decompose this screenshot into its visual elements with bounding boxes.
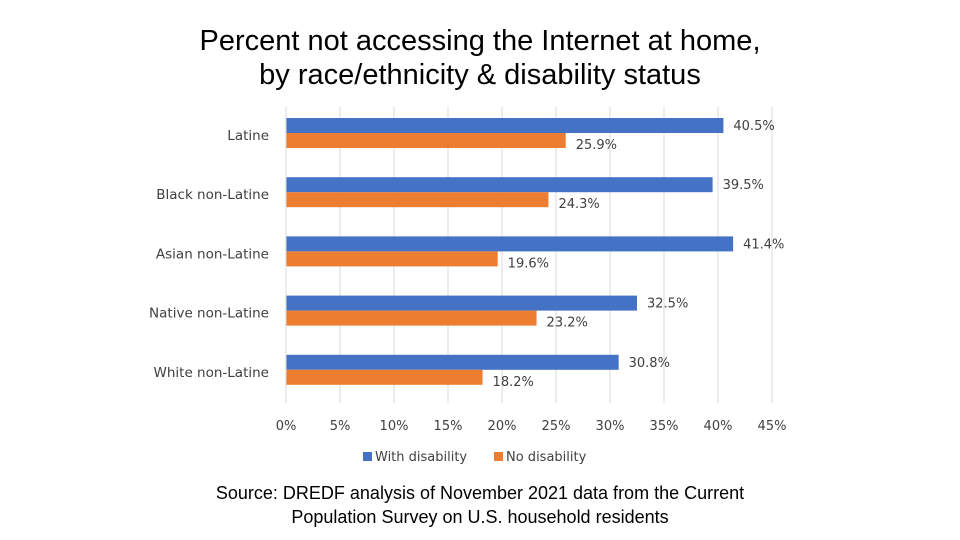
category-label: White non-Latine — [154, 365, 270, 381]
data-label: 23.2% — [547, 316, 588, 331]
bar-no-disability — [286, 192, 549, 208]
data-label: 30.8% — [629, 356, 670, 371]
chart-title-line-2: by race/ethnicity & disability status — [259, 59, 701, 91]
category-label: Asian non-Latine — [156, 246, 269, 262]
category-label: Black non-Latine — [156, 187, 269, 203]
source-line-2: Population Survey on U.S. household resi… — [291, 507, 669, 527]
bar-no-disability — [286, 133, 566, 148]
data-label: 41.4% — [743, 237, 784, 252]
bar-with-disability — [286, 236, 734, 252]
x-tick-label: 20% — [488, 419, 517, 434]
data-label: 39.5% — [723, 178, 764, 193]
bar-no-disability — [286, 310, 537, 326]
bar-no-disability — [286, 251, 498, 267]
data-label: 18.2% — [493, 375, 534, 390]
x-tick-label: 40% — [704, 419, 733, 434]
bar-with-disability — [286, 295, 637, 311]
x-tick-label: 30% — [596, 419, 625, 434]
x-tick-label: 25% — [542, 419, 571, 434]
legend-with-disability-swatch — [363, 452, 372, 461]
x-tick-label: 45% — [758, 419, 787, 434]
data-label: 32.5% — [647, 297, 688, 312]
legend-with-disability-label: With disability — [375, 450, 467, 465]
legend-no-disability-label: No disability — [506, 450, 587, 465]
chart-title-line-1: Percent not accessing the Internet at ho… — [199, 25, 761, 57]
chart-title: Percent not accessing the Internet at ho… — [0, 24, 960, 92]
x-tick-label: 5% — [330, 419, 351, 434]
category-label: Latine — [227, 128, 269, 144]
data-label: 24.3% — [558, 197, 599, 212]
bar-with-disability — [286, 118, 724, 133]
legend-no-disability-swatch — [494, 452, 503, 461]
source-note: Source: DREDF analysis of November 2021 … — [0, 481, 960, 529]
bar-with-disability — [286, 354, 619, 370]
bar-no-disability — [286, 369, 483, 385]
x-tick-label: 10% — [380, 419, 409, 434]
source-line-1: Source: DREDF analysis of November 2021 … — [215, 483, 745, 503]
data-label: 40.5% — [733, 119, 774, 134]
x-tick-label: 0% — [276, 419, 297, 434]
data-label: 19.6% — [508, 256, 549, 271]
x-tick-label: 35% — [650, 419, 679, 434]
data-label: 25.9% — [576, 138, 617, 153]
category-label: Native non-Latine — [149, 306, 269, 322]
x-tick-label: 15% — [434, 419, 463, 434]
bar-with-disability — [286, 177, 713, 193]
